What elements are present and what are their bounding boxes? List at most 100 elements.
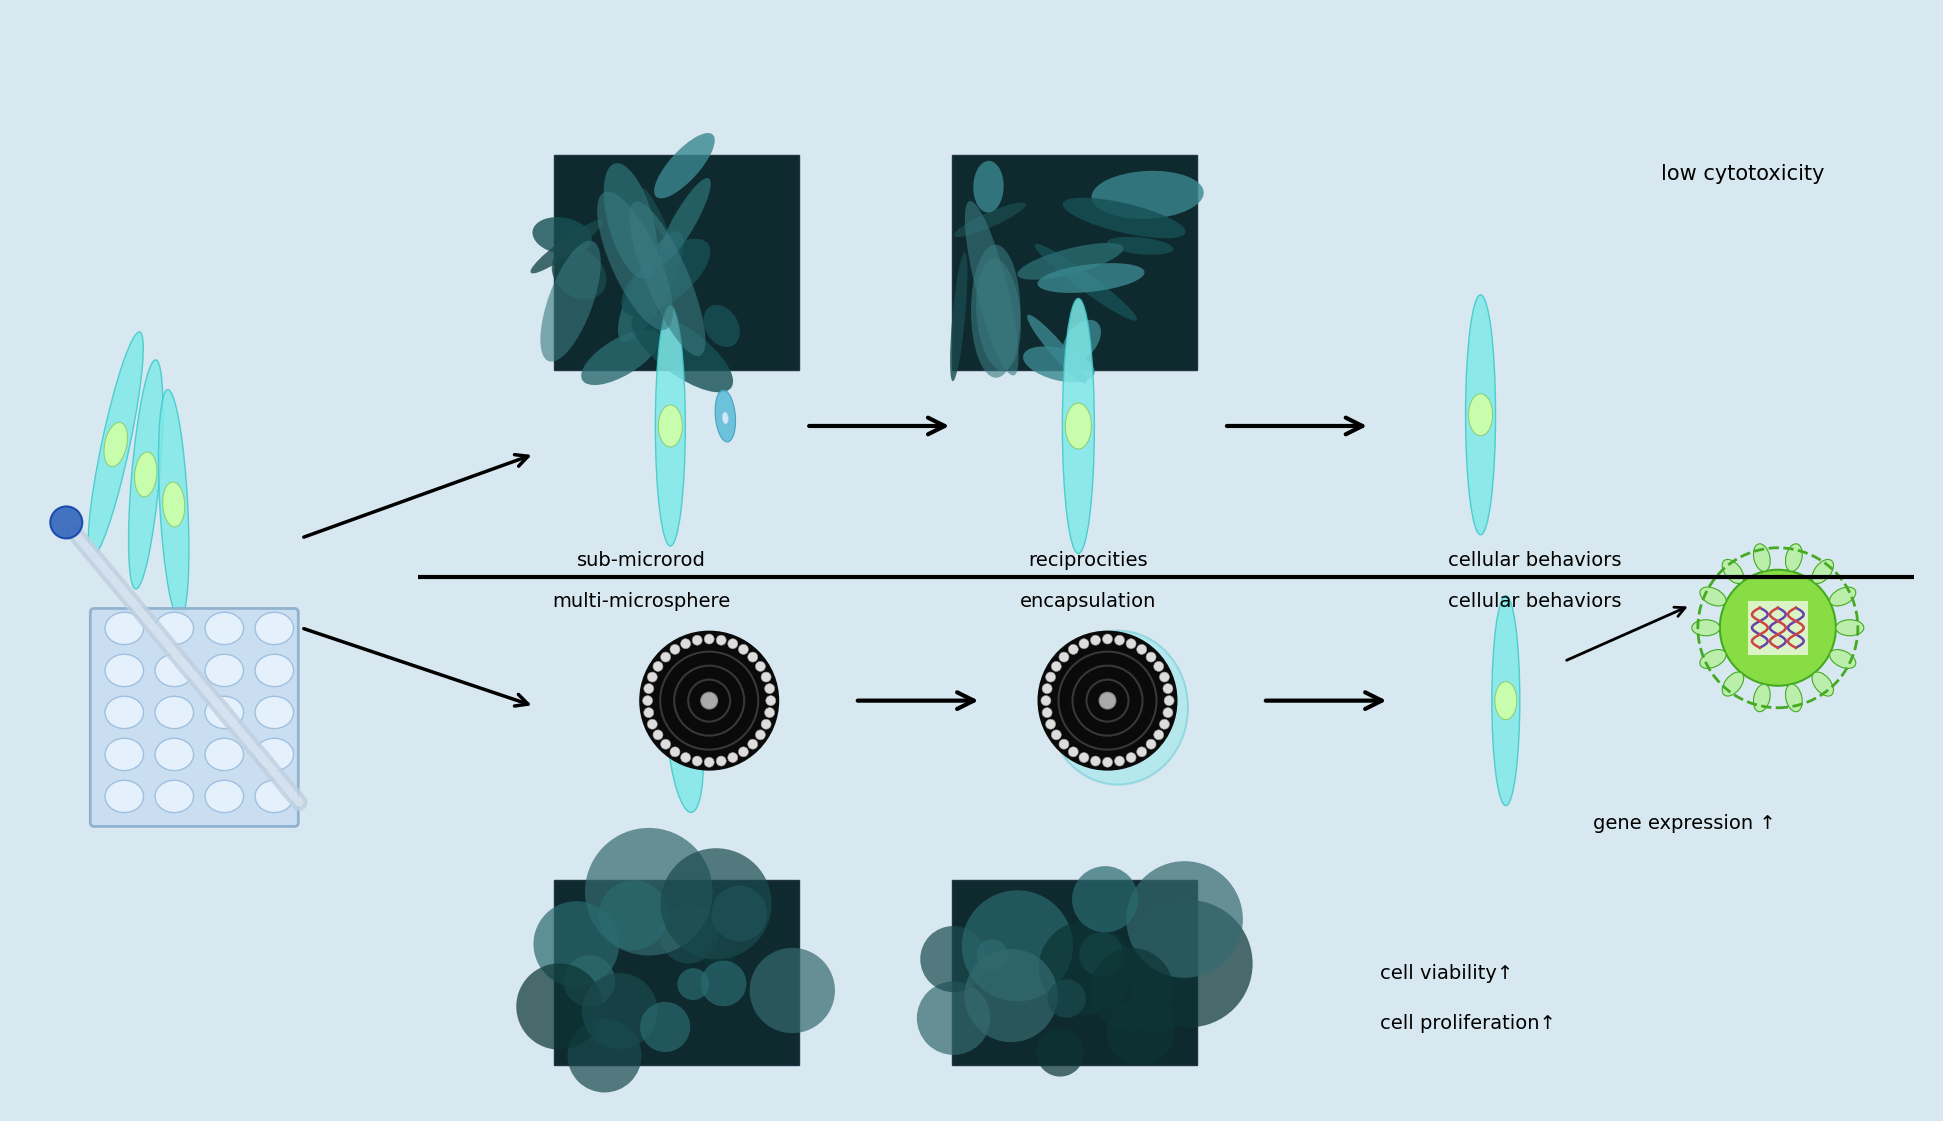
Ellipse shape (105, 780, 144, 813)
Circle shape (1115, 756, 1125, 766)
Ellipse shape (1469, 393, 1492, 436)
Circle shape (1078, 933, 1123, 976)
Circle shape (692, 756, 701, 766)
Circle shape (692, 636, 701, 646)
Circle shape (1146, 739, 1156, 749)
Text: multi-microsphere: multi-microsphere (552, 593, 731, 611)
Circle shape (1102, 757, 1113, 767)
Circle shape (670, 645, 680, 655)
Circle shape (766, 684, 775, 694)
Ellipse shape (206, 612, 243, 645)
Circle shape (1127, 861, 1244, 978)
Circle shape (661, 849, 771, 960)
Circle shape (1146, 652, 1156, 663)
Ellipse shape (630, 202, 705, 356)
Ellipse shape (155, 612, 194, 645)
Ellipse shape (659, 405, 682, 447)
Circle shape (738, 645, 748, 655)
Circle shape (567, 1018, 641, 1093)
Ellipse shape (1034, 244, 1137, 321)
Text: cell proliferation↑: cell proliferation↑ (1380, 1015, 1556, 1032)
Ellipse shape (1063, 319, 1102, 362)
Circle shape (703, 939, 736, 972)
Ellipse shape (1063, 197, 1185, 239)
Ellipse shape (540, 241, 600, 362)
Ellipse shape (597, 192, 672, 330)
Circle shape (563, 955, 616, 1007)
Circle shape (678, 969, 709, 1000)
Circle shape (1127, 752, 1137, 762)
Ellipse shape (1813, 671, 1834, 696)
Circle shape (643, 696, 653, 705)
Circle shape (1078, 639, 1088, 649)
Ellipse shape (723, 413, 729, 424)
Circle shape (762, 673, 771, 682)
Ellipse shape (1465, 295, 1496, 535)
Circle shape (703, 634, 715, 645)
FancyBboxPatch shape (1749, 601, 1807, 655)
Circle shape (1036, 1029, 1084, 1076)
Circle shape (1090, 636, 1100, 646)
Circle shape (1078, 752, 1088, 762)
Circle shape (1090, 756, 1100, 766)
Circle shape (1137, 747, 1146, 757)
Ellipse shape (950, 252, 968, 381)
Ellipse shape (966, 201, 1018, 376)
Circle shape (1154, 661, 1164, 671)
Circle shape (1100, 693, 1115, 708)
Ellipse shape (1813, 559, 1834, 584)
Ellipse shape (975, 259, 1020, 371)
Circle shape (1069, 747, 1078, 757)
Circle shape (647, 673, 657, 682)
Circle shape (581, 973, 657, 1049)
Ellipse shape (1700, 587, 1725, 606)
Circle shape (653, 661, 663, 671)
Circle shape (766, 707, 775, 717)
Ellipse shape (1028, 315, 1086, 383)
Ellipse shape (1753, 684, 1770, 712)
Ellipse shape (655, 133, 715, 198)
Ellipse shape (715, 390, 736, 442)
Ellipse shape (155, 739, 194, 770)
Circle shape (766, 696, 775, 705)
Circle shape (534, 901, 620, 986)
Circle shape (639, 1002, 690, 1051)
Ellipse shape (1065, 402, 1092, 450)
Ellipse shape (581, 330, 661, 385)
Circle shape (1164, 707, 1174, 717)
Ellipse shape (155, 780, 194, 813)
Ellipse shape (163, 482, 185, 527)
Circle shape (717, 756, 727, 766)
Ellipse shape (255, 780, 293, 813)
Ellipse shape (1108, 237, 1174, 254)
Ellipse shape (1115, 693, 1135, 708)
Circle shape (756, 661, 766, 671)
Circle shape (659, 905, 719, 963)
Ellipse shape (1786, 684, 1803, 712)
Ellipse shape (128, 360, 163, 589)
Ellipse shape (1753, 544, 1770, 572)
Circle shape (1141, 1000, 1174, 1034)
Circle shape (701, 961, 746, 1007)
Circle shape (670, 747, 680, 757)
Ellipse shape (1721, 559, 1743, 584)
FancyBboxPatch shape (554, 155, 799, 370)
Circle shape (647, 720, 657, 729)
Circle shape (748, 652, 758, 663)
Ellipse shape (1063, 298, 1094, 554)
Text: gene expression ↑: gene expression ↑ (1593, 815, 1776, 833)
Circle shape (643, 707, 653, 717)
Circle shape (653, 730, 663, 740)
Ellipse shape (105, 423, 128, 466)
Circle shape (1106, 998, 1174, 1066)
Ellipse shape (552, 248, 606, 299)
Ellipse shape (1721, 671, 1743, 696)
Circle shape (1073, 867, 1139, 933)
Circle shape (1045, 673, 1055, 682)
Circle shape (1041, 696, 1051, 705)
Ellipse shape (155, 655, 194, 686)
Ellipse shape (1836, 620, 1863, 636)
Text: cellular behaviors: cellular behaviors (1448, 552, 1622, 569)
Ellipse shape (134, 452, 157, 497)
Circle shape (729, 639, 738, 649)
